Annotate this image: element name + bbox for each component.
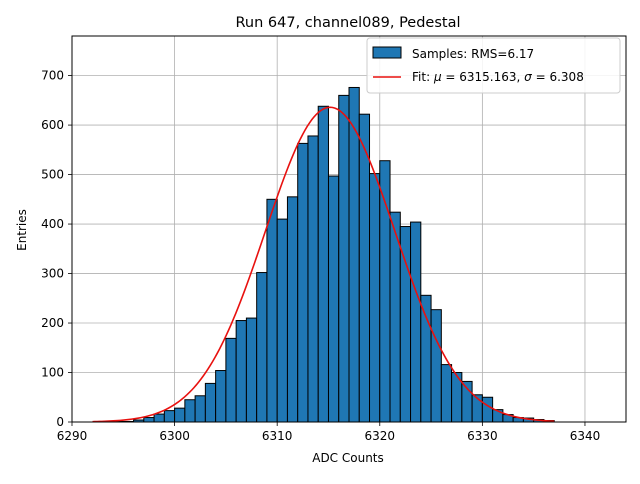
legend-fit-label: Fit: μ = 6315.163, σ = 6.308 xyxy=(412,70,584,84)
y-tick-label: 0 xyxy=(56,415,64,429)
histogram-bar xyxy=(164,411,174,422)
legend-histogram-swatch xyxy=(373,47,401,58)
y-tick-label: 700 xyxy=(41,69,64,83)
histogram-bar xyxy=(144,418,154,422)
fit-label-prefix: Fit: xyxy=(412,70,434,84)
histogram-bar xyxy=(349,87,359,422)
histogram-bar xyxy=(154,414,164,422)
y-tick-label: 600 xyxy=(41,118,64,132)
histogram-bar xyxy=(411,222,421,422)
histogram-bar xyxy=(400,227,410,422)
histogram-bar xyxy=(441,365,451,422)
histogram-bar xyxy=(482,397,492,422)
chart-title: Run 647, channel089, Pedestal xyxy=(235,15,460,31)
y-axis-label: Entries xyxy=(15,209,29,251)
histogram-bar xyxy=(431,310,441,422)
x-tick-label: 6290 xyxy=(57,429,88,443)
histogram-bar xyxy=(370,174,380,422)
histogram-bar xyxy=(339,95,349,422)
y-tick-label: 300 xyxy=(41,267,64,281)
fit-sigma-value: 6.308 xyxy=(549,70,583,84)
y-tick-label: 100 xyxy=(41,366,64,380)
histogram-bar xyxy=(318,106,328,422)
x-axis-ticks: 6290 6300 6310 6320 6330 6340 xyxy=(57,422,601,443)
histogram-bar xyxy=(226,338,236,422)
histogram-bar xyxy=(308,136,318,422)
histogram-bar xyxy=(328,176,338,422)
histogram-bar xyxy=(287,197,297,422)
histogram-bar xyxy=(185,400,195,422)
histogram-bar xyxy=(175,408,185,422)
histogram-bars xyxy=(113,87,554,422)
histogram-bar xyxy=(236,321,246,422)
x-tick-label: 6340 xyxy=(570,429,601,443)
histogram-bar xyxy=(359,114,369,422)
histogram-bar xyxy=(216,371,226,422)
histogram-bar xyxy=(298,143,308,422)
y-tick-label: 400 xyxy=(41,217,64,231)
histogram-bar xyxy=(267,199,277,422)
y-axis-ticks: 0 100 200 300 400 500 600 700 xyxy=(41,69,72,429)
x-tick-label: 6300 xyxy=(159,429,190,443)
legend-histogram-label: Samples: RMS=6.17 xyxy=(412,47,534,61)
x-tick-label: 6310 xyxy=(262,429,293,443)
histogram-bar xyxy=(246,318,256,422)
x-tick-label: 6330 xyxy=(467,429,498,443)
legend: Samples: RMS=6.17 Fit: μ = 6315.163, σ =… xyxy=(367,38,620,93)
x-axis-label: ADC Counts xyxy=(312,451,384,465)
histogram-bar xyxy=(421,295,431,422)
histogram-bar xyxy=(195,396,205,422)
x-tick-label: 6320 xyxy=(365,429,396,443)
histogram-bar xyxy=(277,219,287,422)
y-tick-label: 200 xyxy=(41,316,64,330)
fit-mu-value: 6315.163 xyxy=(459,70,516,84)
histogram-bar xyxy=(257,273,267,422)
fit-mu-symbol: μ xyxy=(433,70,442,84)
histogram-bar xyxy=(205,383,215,422)
y-tick-label: 500 xyxy=(41,168,64,182)
